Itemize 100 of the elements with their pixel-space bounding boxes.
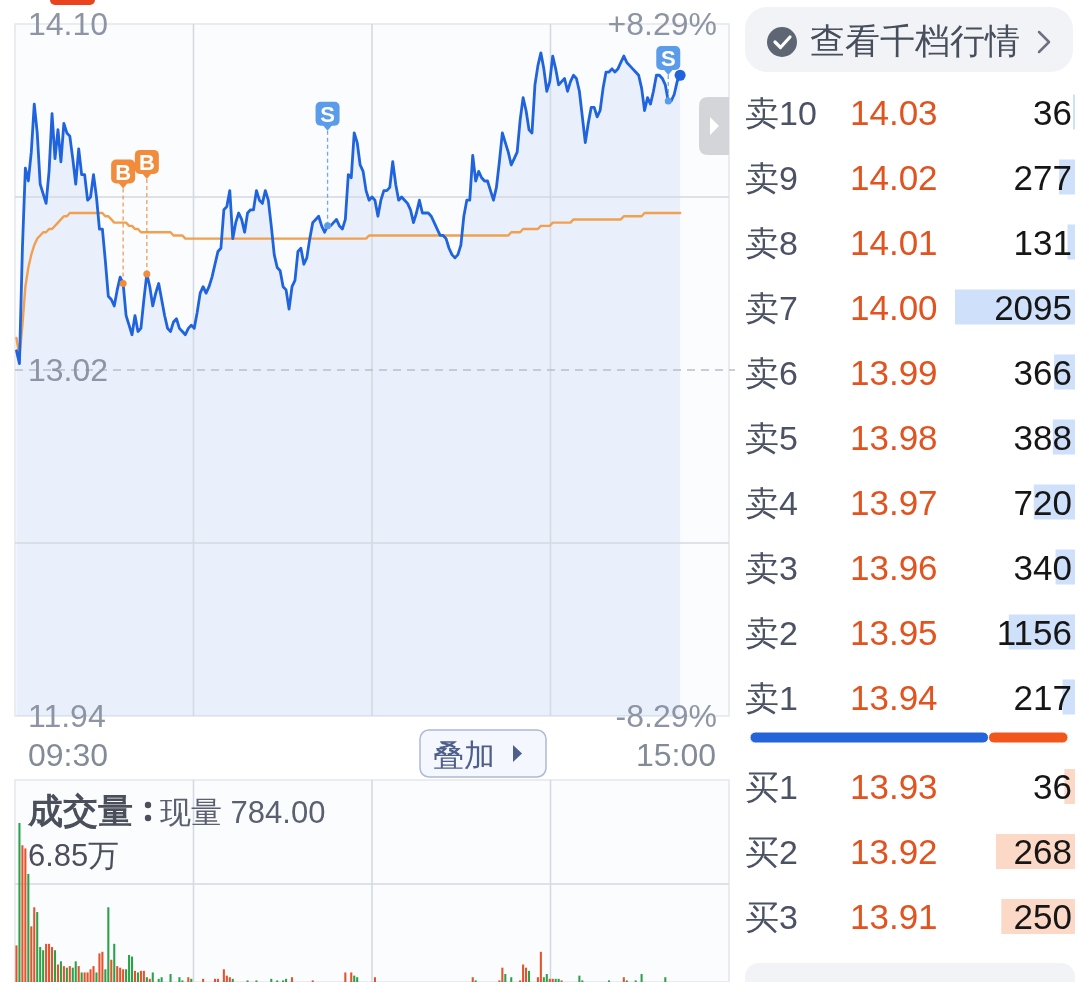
bar bbox=[89, 969, 92, 982]
bar bbox=[15, 945, 18, 982]
bar bbox=[110, 959, 113, 982]
text: 13.97 bbox=[850, 482, 938, 522]
y-tick-label: 14.10 bbox=[28, 6, 109, 43]
text: 14.02 bbox=[850, 157, 938, 197]
data-label: 277 bbox=[1013, 157, 1072, 197]
text: 13.91 bbox=[850, 897, 938, 936]
bar bbox=[640, 974, 643, 982]
bar bbox=[222, 969, 225, 982]
data-label: 366 bbox=[1013, 352, 1072, 392]
y-tick-label: 买2 bbox=[745, 833, 798, 871]
point bbox=[143, 270, 151, 278]
chart-title: 成交量 bbox=[27, 791, 133, 830]
text: S bbox=[320, 101, 335, 127]
point bbox=[674, 69, 686, 81]
data-label: 217 bbox=[1013, 677, 1072, 717]
bar bbox=[151, 972, 154, 982]
bar bbox=[42, 950, 45, 982]
y2-tick-label: +8.29% bbox=[607, 6, 717, 43]
data-label: 268 bbox=[1013, 832, 1072, 871]
y-tick-label: 卖5 bbox=[745, 418, 798, 457]
bar bbox=[510, 977, 513, 982]
bar bbox=[92, 966, 95, 982]
data-label: 250 bbox=[1013, 897, 1072, 936]
bar bbox=[539, 951, 542, 982]
text: 14.00 bbox=[850, 287, 938, 327]
data-label: 36 bbox=[1033, 767, 1072, 806]
y-tick-label: 11.94 bbox=[28, 698, 106, 735]
bar bbox=[101, 951, 104, 982]
bar bbox=[504, 974, 507, 982]
bar bbox=[1072, 94, 1075, 130]
bar bbox=[116, 966, 119, 982]
bar bbox=[86, 972, 89, 982]
bar bbox=[33, 907, 36, 982]
text: 叠加 bbox=[433, 738, 495, 773]
bar bbox=[290, 977, 294, 982]
text: 13.93 bbox=[850, 767, 938, 806]
bar bbox=[545, 974, 548, 982]
bar bbox=[356, 977, 359, 982]
chart-title: 查看千档行情 bbox=[810, 21, 1020, 60]
bar bbox=[501, 967, 504, 982]
y-tick-label: 买1 bbox=[745, 768, 798, 806]
text: 14.03 bbox=[850, 92, 938, 132]
point bbox=[664, 97, 672, 105]
bar bbox=[373, 977, 376, 982]
y-tick-label: 卖6 bbox=[745, 353, 798, 392]
bar bbox=[142, 970, 145, 982]
bar bbox=[542, 977, 545, 982]
y2-tick-label: -8.29% bbox=[615, 698, 717, 735]
bar bbox=[578, 975, 581, 982]
text: 13.99 bbox=[850, 352, 938, 392]
y-tick-label: 卖3 bbox=[745, 548, 798, 587]
y-tick-label: 卖1 bbox=[745, 678, 798, 717]
bar bbox=[48, 943, 51, 982]
bar bbox=[169, 974, 172, 982]
bar bbox=[45, 943, 48, 982]
data-label: 131 bbox=[1013, 222, 1072, 262]
point bbox=[119, 280, 127, 287]
data-label: 2095 bbox=[994, 287, 1072, 327]
annotation: 6.85万 bbox=[28, 838, 120, 873]
bar bbox=[664, 977, 667, 982]
y-tick-label: 卖8 bbox=[745, 223, 798, 262]
bar bbox=[344, 972, 347, 982]
bar bbox=[18, 823, 21, 982]
data-label: 36 bbox=[1033, 92, 1072, 132]
bar bbox=[74, 961, 77, 982]
y-tick-label: 13.02 bbox=[28, 352, 109, 389]
series-label: S bbox=[660, 46, 676, 71]
data-label: 1156 bbox=[996, 612, 1072, 652]
bar bbox=[113, 943, 116, 982]
data-label: 388 bbox=[1013, 417, 1072, 457]
text: 13.95 bbox=[850, 612, 938, 652]
data-label: 720 bbox=[1013, 482, 1072, 522]
y-tick-label: 卖7 bbox=[745, 288, 798, 327]
bar bbox=[98, 953, 101, 982]
bar bbox=[21, 845, 24, 982]
point bbox=[324, 222, 332, 230]
bar bbox=[522, 964, 525, 982]
text: 13.98 bbox=[850, 417, 938, 457]
legend-label: B bbox=[138, 149, 155, 175]
bar bbox=[130, 956, 134, 982]
bar bbox=[128, 954, 131, 982]
bar bbox=[36, 912, 39, 982]
text: 13.94 bbox=[850, 677, 938, 717]
y-tick-label: 买3 bbox=[745, 898, 798, 936]
bar bbox=[27, 873, 30, 982]
bar bbox=[95, 972, 98, 982]
chart-subtitle: 现量 784.00 bbox=[160, 795, 326, 830]
text: 15:00 bbox=[635, 737, 716, 773]
data-label: 340 bbox=[1013, 547, 1072, 587]
y-tick-label: 卖9 bbox=[745, 158, 798, 197]
text: 13.96 bbox=[850, 547, 938, 587]
text: 09:30 bbox=[28, 737, 109, 773]
text: 13.92 bbox=[850, 832, 938, 871]
y-tick-label: 卖2 bbox=[745, 613, 798, 652]
bar bbox=[119, 967, 122, 982]
bar bbox=[77, 966, 80, 982]
y-tick-label: 卖4 bbox=[745, 483, 798, 522]
text: 14.01 bbox=[850, 222, 938, 262]
